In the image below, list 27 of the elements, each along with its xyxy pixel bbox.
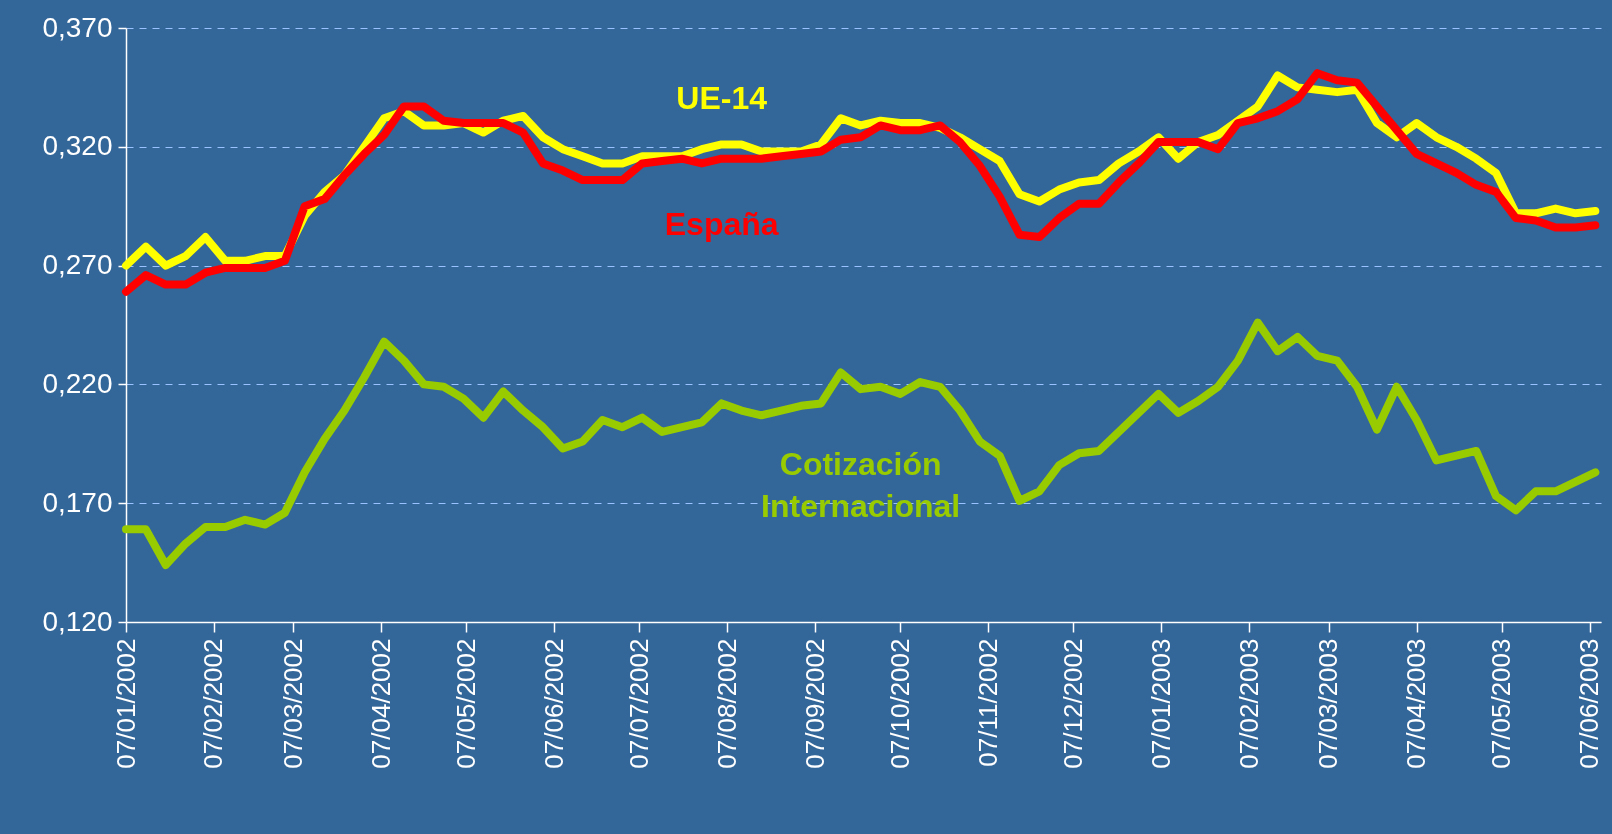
x-tick-label: 07/12/2002 xyxy=(1057,638,1088,769)
x-tick-label: 07/04/2003 xyxy=(1401,638,1432,769)
x-tick-label: 07/03/2002 xyxy=(277,638,308,769)
x-tick-label: 07/02/2002 xyxy=(198,638,229,769)
x-tick-label: 07/05/2003 xyxy=(1486,638,1517,769)
y-tick-label: 0,320 xyxy=(42,130,113,162)
y-tick-label: 0,170 xyxy=(42,486,113,518)
x-tick-label: 07/03/2003 xyxy=(1313,638,1344,769)
x-tick-label: 07/05/2002 xyxy=(450,638,481,769)
x-tick-label: 07/09/2002 xyxy=(799,638,830,769)
x-tick-label: 07/06/2003 xyxy=(1574,638,1605,769)
y-tick-label: 0,370 xyxy=(42,11,113,43)
x-tick-label: 07/01/2003 xyxy=(1145,638,1176,769)
x-tick-label: 07/04/2002 xyxy=(365,638,396,769)
y-tick-label: 0,220 xyxy=(42,367,113,399)
x-tick-label: 07/02/2003 xyxy=(1233,638,1264,769)
x-tick-label: 07/06/2002 xyxy=(538,638,569,769)
x-tick-label: 07/10/2002 xyxy=(884,638,915,769)
x-tick-label: 07/11/2002 xyxy=(972,638,1003,767)
series-label: UE-14 xyxy=(676,80,768,117)
x-tick-label: 07/01/2002 xyxy=(110,638,141,769)
series-label: Cotización Internacional xyxy=(761,446,961,525)
x-tick-label: 07/08/2002 xyxy=(711,638,742,769)
y-tick-label: 0,270 xyxy=(42,249,113,281)
series-label: España xyxy=(664,205,779,242)
y-tick-label: 0,120 xyxy=(42,605,113,637)
x-tick-label: 07/07/2002 xyxy=(623,638,654,769)
